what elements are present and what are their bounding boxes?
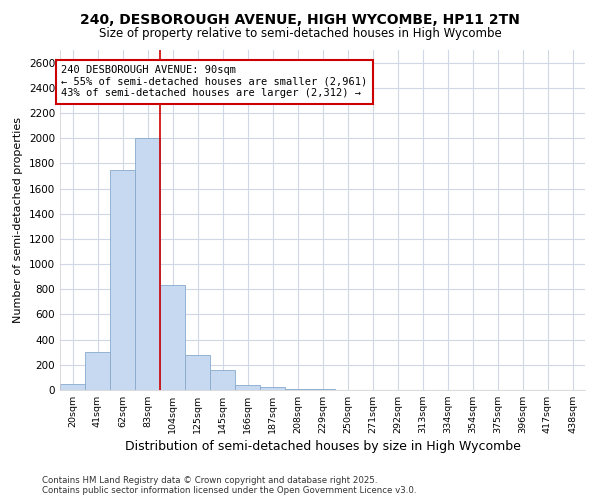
Bar	[260, 388, 285, 390]
Text: Contains HM Land Registry data © Crown copyright and database right 2025.
Contai: Contains HM Land Registry data © Crown c…	[42, 476, 416, 495]
Text: 240 DESBOROUGH AVENUE: 90sqm
← 55% of semi-detached houses are smaller (2,961)
4: 240 DESBOROUGH AVENUE: 90sqm ← 55% of se…	[61, 65, 367, 98]
Bar	[235, 385, 260, 390]
Bar	[85, 352, 110, 390]
Bar	[60, 384, 85, 390]
Bar	[285, 388, 310, 390]
Bar	[185, 354, 210, 390]
Bar	[135, 138, 160, 390]
Bar	[160, 286, 185, 390]
Bar	[210, 370, 235, 390]
Y-axis label: Number of semi-detached properties: Number of semi-detached properties	[13, 117, 23, 323]
Text: Size of property relative to semi-detached houses in High Wycombe: Size of property relative to semi-detach…	[98, 28, 502, 40]
Bar	[110, 170, 135, 390]
X-axis label: Distribution of semi-detached houses by size in High Wycombe: Distribution of semi-detached houses by …	[125, 440, 520, 454]
Text: 240, DESBOROUGH AVENUE, HIGH WYCOMBE, HP11 2TN: 240, DESBOROUGH AVENUE, HIGH WYCOMBE, HP…	[80, 12, 520, 26]
